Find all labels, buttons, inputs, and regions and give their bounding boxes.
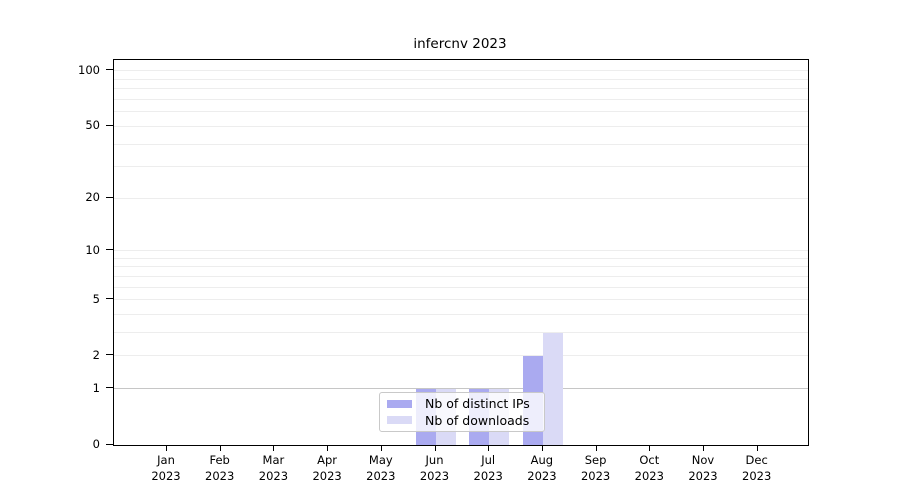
x-tick-month: Feb [209, 453, 230, 467]
gridline-y-9 [114, 257, 808, 259]
x-tick-label-may: May 2023 [349, 452, 413, 484]
y-tick-10 [106, 249, 113, 251]
gridline-y-3 [114, 332, 808, 334]
legend-label: Nb of downloads [425, 412, 530, 428]
x-tick-label-nov: Nov 2023 [671, 452, 735, 484]
x-tick-label-sep: Sep 2023 [564, 452, 628, 484]
x-tick-month: May [368, 453, 393, 467]
x-tick-sep [595, 445, 597, 451]
x-tick-feb [219, 445, 221, 451]
x-tick-apr [327, 445, 329, 451]
gridline-y-10 [114, 250, 808, 252]
y-tick-label-5: 5 [92, 291, 100, 306]
x-tick-month: Nov [691, 453, 715, 467]
x-tick-label-oct: Oct 2023 [617, 452, 681, 484]
x-tick-month: Jun [425, 453, 444, 467]
x-tick-month: Apr [317, 453, 338, 467]
gridline-y-80 [114, 88, 808, 90]
y-tick-2 [106, 354, 113, 356]
x-tick-year: 2023 [151, 469, 181, 483]
legend-label: Nb of distinct IPs [425, 396, 530, 412]
x-tick-dec [756, 445, 758, 451]
gridline-y-4 [114, 314, 808, 316]
x-tick-aug [541, 445, 543, 451]
legend-item-downloads: Nb of downloads [387, 412, 537, 428]
y-tick-5 [106, 298, 113, 300]
x-tick-mar [273, 445, 275, 451]
gridline-y-1 [114, 388, 808, 390]
legend-swatch-distinct-ips [387, 399, 412, 408]
x-tick-year: 2023 [527, 469, 557, 483]
x-tick-label-jan: Jan 2023 [134, 452, 198, 484]
legend-swatch-downloads [387, 416, 412, 425]
gridline-y-8 [114, 266, 808, 268]
gridline-y-70 [114, 99, 808, 101]
x-tick-year: 2023 [688, 469, 718, 483]
x-tick-year: 2023 [473, 469, 503, 483]
gridline-y-6 [114, 286, 808, 288]
gridline-y-30 [114, 166, 808, 168]
y-tick-label-100: 100 [78, 62, 100, 77]
x-tick-label-jul: Jul 2023 [456, 452, 520, 484]
x-tick-year: 2023 [580, 469, 611, 483]
legend: Nb of distinct IPs Nb of downloads [379, 392, 545, 432]
x-tick-jul [488, 445, 490, 451]
y-tick-100 [106, 69, 113, 71]
plot-area [113, 59, 809, 446]
gridline-y-50 [114, 125, 808, 127]
gridline-y-100 [114, 70, 808, 72]
y-tick-1 [106, 387, 113, 389]
x-tick-label-aug: Aug 2023 [510, 452, 574, 484]
x-tick-month: Mar [262, 453, 285, 467]
gridline-y-90 [114, 78, 808, 80]
x-tick-year: 2023 [742, 469, 772, 483]
y-tick-label-50: 50 [85, 118, 100, 133]
x-tick-month: Sep [584, 453, 607, 467]
gridline-y-40 [114, 143, 808, 145]
x-tick-jan [166, 445, 167, 451]
y-tick-50 [106, 124, 113, 126]
x-tick-label-apr: Apr 2023 [295, 452, 359, 484]
x-tick-year: 2023 [419, 469, 450, 483]
y-tick-label-20: 20 [85, 190, 100, 205]
x-tick-year: 2023 [312, 469, 342, 483]
x-tick-label-jun: Jun 2023 [403, 452, 467, 484]
x-tick-label-dec: Dec 2023 [725, 452, 789, 484]
x-tick-label-feb: Feb 2023 [188, 452, 252, 484]
x-tick-month: Aug [530, 453, 554, 467]
y-tick-label-2: 2 [92, 347, 100, 362]
y-tick-20 [106, 196, 113, 198]
gridline-y-2 [114, 355, 808, 357]
x-tick-may [380, 445, 382, 451]
x-tick-year: 2023 [205, 469, 235, 483]
x-tick-jun [434, 445, 436, 451]
x-tick-year: 2023 [634, 469, 664, 483]
y-tick-label-1: 1 [92, 380, 100, 395]
gridline-y-7 [114, 275, 808, 277]
legend-item-distinct-ips: Nb of distinct IPs [387, 396, 537, 412]
x-tick-oct [649, 445, 651, 451]
x-tick-month: Dec [745, 453, 768, 467]
chart-title: infercnv 2023 [413, 36, 507, 52]
x-tick-month: Jul [481, 453, 496, 467]
x-tick-nov [703, 445, 704, 451]
y-tick-label-10: 10 [85, 242, 100, 257]
x-tick-month: Oct [639, 453, 660, 467]
x-tick-year: 2023 [258, 469, 289, 483]
y-tick-label-0: 0 [92, 437, 100, 451]
gridline-y-20 [114, 197, 808, 199]
x-tick-month: Jan [157, 453, 175, 467]
y-tick-0 [106, 443, 113, 445]
gridline-y-5 [114, 299, 808, 301]
x-tick-label-mar: Mar 2023 [241, 452, 305, 484]
gridline-y-60 [114, 111, 808, 113]
bar-aug-downloads [542, 332, 563, 445]
x-tick-year: 2023 [366, 469, 396, 483]
